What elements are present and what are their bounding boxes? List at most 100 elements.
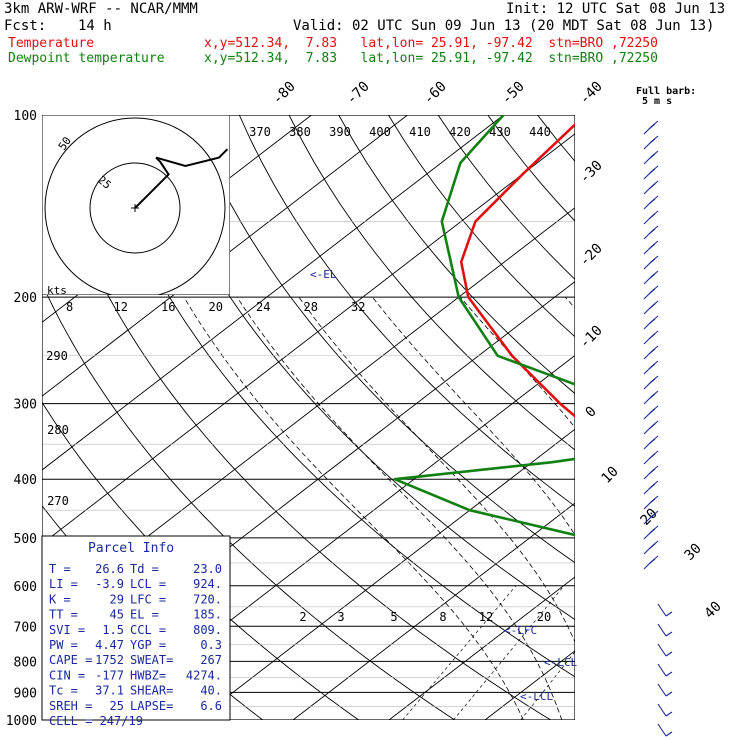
isotherm-line	[42, 115, 504, 471]
theta-label: 430	[489, 125, 511, 139]
parcel-info-label: LI =	[49, 577, 78, 591]
parcel-info-label: LCL =	[130, 577, 166, 591]
wind-barb	[648, 438, 656, 445]
parcel-info-label: T =	[49, 562, 71, 576]
parcel-info-label: PW =	[49, 638, 78, 652]
wind-barb	[648, 198, 656, 205]
parcel-info-label: Tc =	[49, 684, 78, 698]
parcel-info-value: 6.6	[200, 699, 222, 713]
parcel-info-value: 45	[110, 608, 124, 622]
theta-label: 380	[289, 125, 311, 139]
wind-barb	[648, 483, 656, 490]
wind-barb	[648, 288, 656, 295]
dry-adiabat-line	[288, 115, 575, 451]
theta-label: 410	[409, 125, 431, 139]
parcel-info-label: LFC =	[130, 592, 166, 606]
mixing-ratio-line	[453, 585, 565, 720]
isotherm-line	[677, 115, 740, 720]
wind-barb	[648, 423, 656, 430]
parcel-info-label: SVI =	[49, 623, 85, 637]
dry-adiabat-line	[537, 115, 575, 163]
pressure-label: 400	[14, 473, 37, 488]
dry-adiabat-line	[487, 115, 575, 222]
model-title: 3km ARW-WRF -- NCAR/MMM	[4, 1, 198, 17]
init-time: Init: 12 UTC Sat 08 Jun 13	[506, 1, 726, 17]
pressure-label: 800	[14, 655, 37, 670]
temperature-axis-label: 0	[583, 404, 600, 421]
theta-label: 420	[449, 125, 471, 139]
dry-adiabat-line	[189, 115, 575, 564]
pressure-label: 300	[14, 398, 37, 413]
isotherm-line	[581, 115, 740, 720]
temperature-axis-label: -50	[499, 79, 528, 108]
temperature-axis-label: 30	[682, 541, 705, 564]
wind-barb	[657, 603, 667, 617]
parcel-info-value: 185.	[193, 608, 222, 622]
pressure-label: 200	[14, 291, 37, 306]
pressure-label: 700	[14, 620, 37, 635]
temperature-axis-label: -20	[577, 241, 606, 270]
isotherm-line	[292, 502, 575, 720]
hodograph-lower	[134, 156, 170, 209]
hodograph-speed-label: 16	[161, 300, 175, 314]
parcel-info-label: CAPE =	[49, 653, 92, 667]
parcel-info-value: 26.6	[95, 562, 124, 576]
wind-barb	[665, 711, 673, 717]
isotherm-line	[388, 576, 575, 720]
hodograph-speed-label: 24	[256, 300, 270, 314]
wind-barb	[648, 333, 656, 340]
wind-barb	[657, 663, 667, 677]
parcel-info-cell: CELL = 247/19	[49, 714, 143, 728]
parcel-info-box: Parcel Info T = 26.6 Td = 23.0 LI = -3.9 LCL = 9…	[41, 535, 231, 728]
parcel-info-value: 924.	[193, 577, 222, 591]
parcel-info-title: Parcel Info	[88, 541, 174, 556]
parcel-info-label: CIN =	[49, 668, 85, 682]
theta-label: 440	[529, 125, 551, 139]
theta-label: 400	[369, 125, 391, 139]
mixing-ratio-line	[520, 651, 575, 720]
parcel-info-value: -177	[95, 668, 124, 682]
hodograph-speed-units: kts	[47, 284, 67, 297]
parcel-info-value: 4274.	[186, 668, 222, 682]
mixing-ratio-line	[722, 586, 740, 720]
wind-barb	[648, 258, 656, 265]
temperature-axis-label: -70	[344, 79, 373, 108]
hodograph-ring	[89, 162, 181, 254]
parcel-info-frame	[41, 535, 231, 721]
parcel-info-value: 720.	[193, 592, 222, 606]
pressure-label: 900	[14, 686, 37, 701]
wind-barb	[665, 651, 673, 657]
moist-adiabat-line	[685, 297, 740, 720]
level-annotation: <-LFC	[504, 624, 537, 637]
parcel-info-label: Td =	[130, 562, 159, 576]
temperature-legend: Temperature	[8, 36, 95, 51]
sounding-series	[393, 115, 575, 537]
valid-time: Valid: 02 UTC Sun 09 Jun 13 (20 MDT Sat …	[293, 18, 715, 34]
wind-barb	[648, 228, 656, 235]
level-annotation: <-LCL	[544, 656, 577, 669]
parcel-info-value: 1.5	[102, 623, 124, 637]
parcel-info-label: SWEAT=	[130, 653, 173, 667]
dry-adiabat-line	[139, 115, 575, 621]
mixing-ratio-line	[586, 586, 689, 720]
parcel-info-value: 267	[200, 653, 222, 667]
wind-barb	[648, 558, 656, 565]
parcel-info-label: HWBZ=	[130, 668, 166, 682]
temperature-axis-label: -80	[270, 79, 299, 108]
dry-adiabat-line	[637, 115, 740, 733]
wind-barb	[648, 363, 656, 370]
isotherm-line	[42, 207, 575, 619]
hodograph-ring-label: 50	[56, 134, 74, 152]
parcel-info-label: CCL =	[130, 623, 166, 637]
parcel-info-label: SHEAR=	[130, 684, 173, 698]
parcel-info-label: TT =	[49, 608, 78, 622]
wind-barb	[648, 168, 656, 175]
temperature-axis-label: 20	[638, 506, 661, 529]
wind-barb	[648, 318, 656, 325]
wind-barb	[657, 643, 667, 657]
wind-barb	[648, 183, 656, 190]
theta-side-label: 270	[47, 494, 69, 508]
parcel-info-value: 23.0	[193, 562, 222, 576]
dry-adiabat-line	[587, 115, 740, 733]
